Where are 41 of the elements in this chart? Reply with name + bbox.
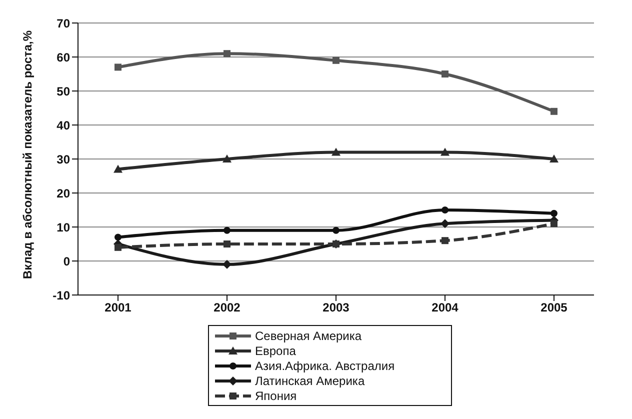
x-tick-label: 2003 (322, 300, 350, 315)
legend-label: Япония (255, 388, 297, 402)
y-tick-label: -10 (52, 288, 70, 302)
point (222, 260, 232, 269)
point (332, 148, 340, 156)
point (114, 234, 122, 241)
y-tick-label: 50 (56, 84, 70, 98)
point (442, 206, 448, 214)
point (332, 56, 340, 64)
x-tick-label: 2002 (214, 300, 241, 315)
point (224, 50, 230, 58)
point (442, 70, 448, 78)
legend-label: Европа (255, 344, 296, 358)
legend-label: Северная Америка (255, 328, 362, 342)
point (114, 64, 122, 71)
legend-label: Латинская Америка (255, 374, 365, 388)
x-tick-label: 2004 (432, 300, 459, 315)
y-tick-label: 70 (56, 16, 70, 30)
y-tick-label: 40 (56, 118, 70, 132)
y-tick-label: 0 (63, 254, 70, 268)
x-tick-label: 2005 (540, 300, 568, 315)
point (222, 154, 232, 162)
y-tick-label: 30 (56, 152, 70, 166)
point (550, 108, 558, 115)
point (224, 240, 230, 248)
y-axis-title: Вклад в абсолютный показатель роста,% (20, 30, 34, 279)
point (224, 226, 230, 234)
legend-label: Азия.Африка. Австралия (255, 358, 395, 372)
point (550, 220, 558, 228)
y-tick-label: 60 (56, 50, 70, 64)
y-tick-label: 20 (56, 186, 70, 200)
point (440, 219, 450, 228)
point (114, 244, 122, 251)
point (440, 148, 450, 156)
x-tick-label: 2001 (104, 300, 132, 315)
point (550, 154, 558, 162)
point (332, 226, 340, 234)
y-tick-label: 10 (56, 220, 70, 234)
point (442, 237, 448, 244)
point (550, 210, 558, 217)
point (114, 164, 122, 173)
